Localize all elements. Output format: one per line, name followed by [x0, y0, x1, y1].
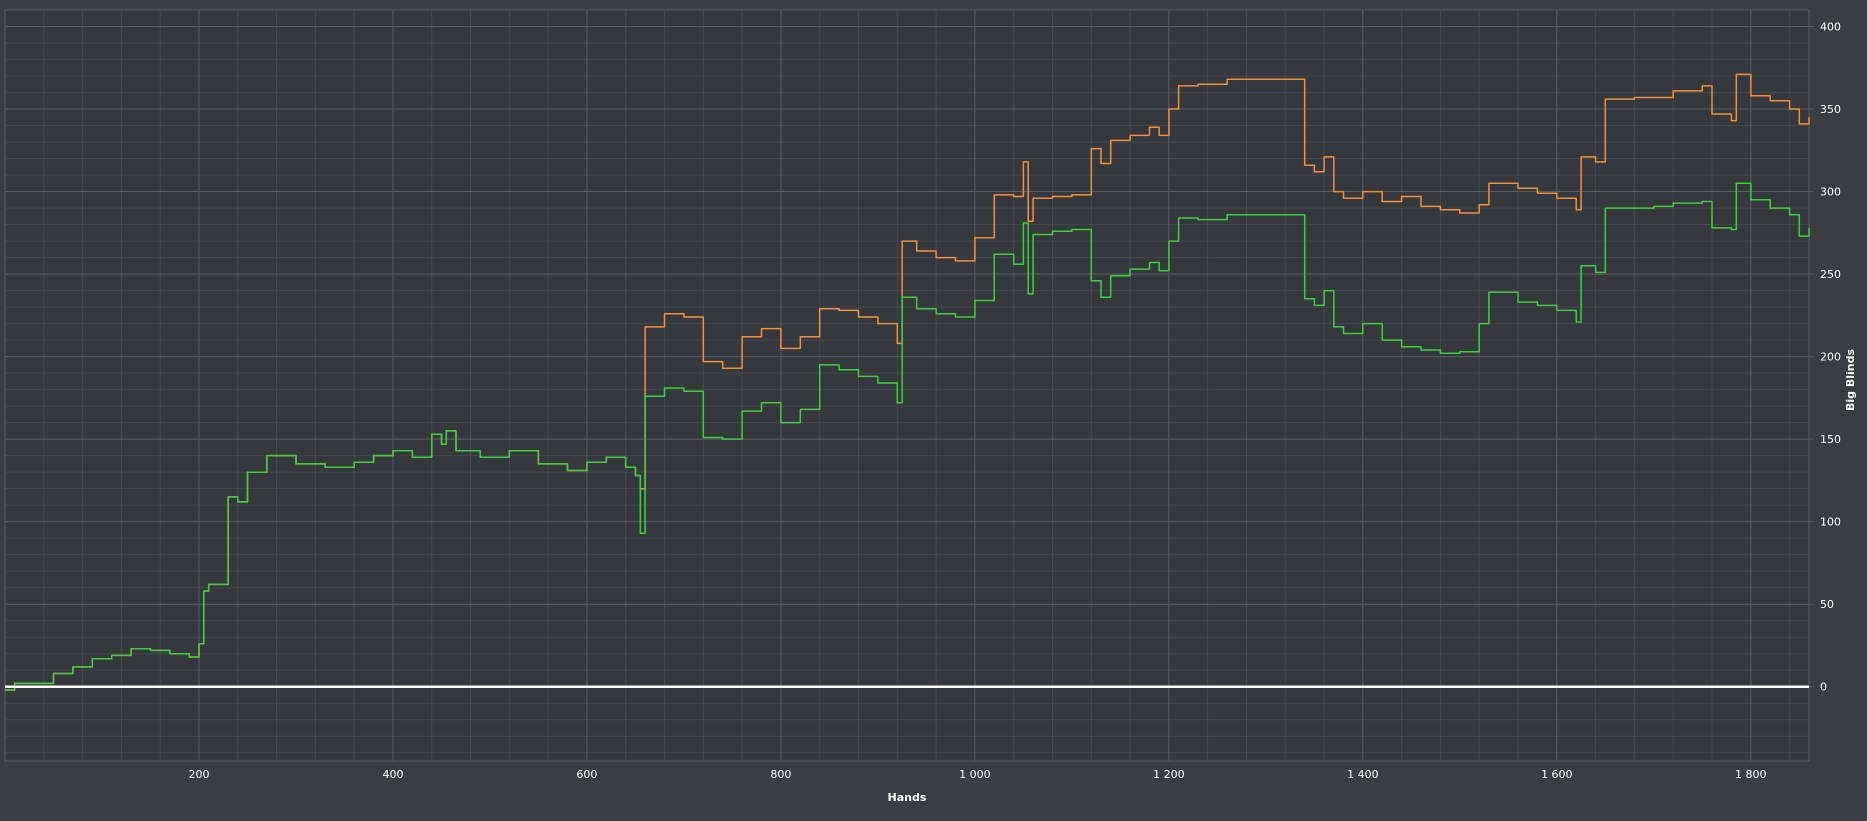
- y-tick-label: 100: [1820, 516, 1841, 529]
- x-axis-label: Hands: [888, 791, 927, 804]
- x-tick-label: 1 200: [1153, 768, 1185, 781]
- series-layer: [5, 73, 1810, 691]
- y-tick-label: 200: [1820, 351, 1841, 364]
- y-axis-ticks: 0 50 100 150 200 250 300 350 400: [1809, 21, 1841, 694]
- y-tick-label: 150: [1820, 433, 1841, 446]
- y-tick-label: 50: [1820, 598, 1834, 611]
- x-tick-label: 1 800: [1735, 768, 1767, 781]
- x-tick-label: 800: [770, 768, 791, 781]
- y-tick-label: 0: [1820, 681, 1827, 694]
- y-tick-label: 400: [1820, 21, 1841, 34]
- x-axis-ticks: 200 400 600 800 1 000 1 200 1 400 1 600 1 800: [188, 768, 1766, 781]
- plot-border: [4, 9, 1810, 762]
- x-tick-label: 200: [188, 768, 209, 781]
- x-tick-label: 600: [576, 768, 597, 781]
- y-tick-label: 350: [1820, 103, 1841, 116]
- x-tick-label: 1 000: [959, 768, 991, 781]
- y-axis-label: Big Blinds: [1844, 349, 1857, 411]
- y-tick-label: 300: [1820, 186, 1841, 199]
- y-tick-label: 250: [1820, 268, 1841, 281]
- x-tick-label: 1 400: [1347, 768, 1379, 781]
- plot-area: [5, 10, 1809, 761]
- x-tick-label: 400: [382, 768, 403, 781]
- series-green-line: [5, 182, 1810, 691]
- x-tick-label: 1 600: [1541, 768, 1573, 781]
